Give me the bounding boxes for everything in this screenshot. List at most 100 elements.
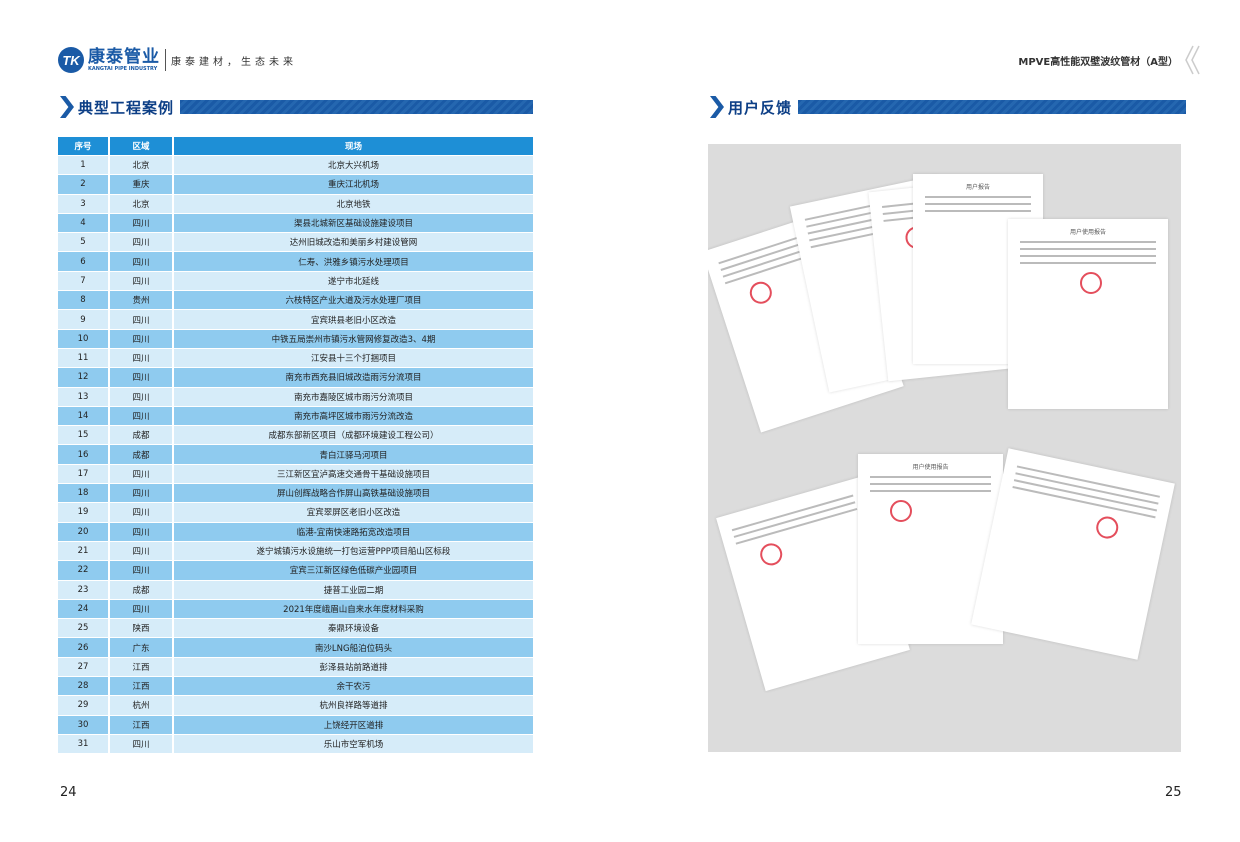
row-region: 江西 xyxy=(110,715,172,734)
divider xyxy=(165,49,166,71)
letter-title: 用户使用报告 xyxy=(1069,229,1106,236)
table-row: 27 江西 彭泽县站前路道排 xyxy=(58,657,533,677)
row-number: 12 xyxy=(58,368,108,387)
row-region: 北京 xyxy=(110,194,172,213)
chevron-right-icon xyxy=(60,96,74,118)
row-number: 11 xyxy=(58,348,108,368)
row-number: 24 xyxy=(58,599,108,619)
row-site: 江安县十三个打捆项目 xyxy=(174,348,533,368)
row-site: 屏山创辉战略合作屏山高铁基础设施项目 xyxy=(174,484,533,503)
row-region: 重庆 xyxy=(110,175,172,194)
row-site: 宜宾翠屏区老旧小区改造 xyxy=(174,503,533,522)
row-region: 杭州 xyxy=(110,696,172,715)
row-region: 四川 xyxy=(110,484,172,503)
row-number: 25 xyxy=(58,619,108,638)
table-row: 21 四川 遂宁城镇污水设施统一打包运营PPP项目船山区标段 xyxy=(58,541,533,561)
feedback-letter: 用户使用报告 xyxy=(1008,219,1168,409)
page-number: 25 xyxy=(1165,785,1182,800)
row-region: 成都 xyxy=(110,426,172,445)
row-site: 南充市西充县旧城改造雨污分流项目 xyxy=(174,368,533,387)
row-number: 27 xyxy=(58,657,108,677)
row-region: 成都 xyxy=(110,580,172,599)
row-region: 四川 xyxy=(110,213,172,233)
section-header-cases: 典型工程案例 xyxy=(60,95,534,119)
feedback-letter xyxy=(971,448,1175,660)
row-region: 四川 xyxy=(110,233,172,252)
table-row: 17 四川 三江新区宜泸高速交通骨干基础设施项目 xyxy=(58,464,533,484)
row-region: 四川 xyxy=(110,541,172,561)
row-site: 六枝特区产业大道及污水处理厂项目 xyxy=(174,291,533,310)
row-region: 四川 xyxy=(110,310,172,329)
table-row: 25 陕西 秦鼎环境设备 xyxy=(58,619,533,638)
table-row: 23 成都 捷普工业园二期 xyxy=(58,580,533,599)
row-region: 四川 xyxy=(110,387,172,406)
row-region: 陕西 xyxy=(110,619,172,638)
row-region: 四川 xyxy=(110,329,172,348)
table-row: 8 贵州 六枝特区产业大道及污水处理厂项目 xyxy=(58,291,533,310)
brand-logo: TK 康泰管业 KANGTAI PIPE INDUSTRY 康泰建材，生态未来 xyxy=(58,47,297,73)
row-site: 成都东部新区项目（成都环境建设工程公司） xyxy=(174,426,533,445)
column-header: 序号 xyxy=(58,137,108,155)
table-row: 1 北京 北京大兴机场 xyxy=(58,156,533,175)
section-bar xyxy=(180,100,534,114)
row-number: 26 xyxy=(58,638,108,657)
table-row: 3 北京 北京地铁 xyxy=(58,194,533,213)
row-number: 31 xyxy=(58,734,108,754)
table-row: 31 四川 乐山市空军机场 xyxy=(58,734,533,754)
chevron-right-icon xyxy=(710,96,724,118)
row-site: 南充市高坪区城市雨污分流改造 xyxy=(174,406,533,426)
logo-name: 康泰管业 xyxy=(88,46,160,67)
section-bar xyxy=(798,100,1187,114)
row-site: 杭州良祥路等道排 xyxy=(174,696,533,715)
row-number: 19 xyxy=(58,503,108,522)
table-row: 19 四川 宜宾翠屏区老旧小区改造 xyxy=(58,503,533,522)
table-row: 24 四川 2021年度峨眉山自来水年度材料采购 xyxy=(58,599,533,619)
row-site: 秦鼎环境设备 xyxy=(174,619,533,638)
row-region: 四川 xyxy=(110,368,172,387)
row-number: 30 xyxy=(58,715,108,734)
row-site: 渠县北城新区基础设施建设项目 xyxy=(174,213,533,233)
row-site: 青白江驿马河项目 xyxy=(174,445,533,464)
chevron-decoration-icon xyxy=(1185,45,1200,75)
row-site: 乐山市空军机场 xyxy=(174,734,533,754)
row-number: 23 xyxy=(58,580,108,599)
table-row: 5 四川 达州旧城改造和美丽乡村建设管网 xyxy=(58,233,533,252)
row-number: 7 xyxy=(58,271,108,291)
row-number: 28 xyxy=(58,677,108,696)
table-row: 29 杭州 杭州良祥路等道排 xyxy=(58,696,533,715)
row-site: 重庆江北机场 xyxy=(174,175,533,194)
table-row: 4 四川 渠县北城新区基础设施建设项目 xyxy=(58,213,533,233)
row-region: 四川 xyxy=(110,271,172,291)
table-row: 9 四川 宜宾珙县老旧小区改造 xyxy=(58,310,533,329)
slogan: 康泰建材，生态未来 xyxy=(171,56,297,68)
project-cases-table: 序号 区域 现场 1 北京 北京大兴机场 2 重庆 重庆江北机场 3 北京 北京地铁 4 四川 渠县北… xyxy=(56,136,535,754)
table-row: 14 四川 南充市高坪区城市雨污分流改造 xyxy=(58,406,533,426)
table-row: 2 重庆 重庆江北机场 xyxy=(58,175,533,194)
row-number: 20 xyxy=(58,522,108,541)
row-region: 成都 xyxy=(110,445,172,464)
table-row: 30 江西 上饶经开区道排 xyxy=(58,715,533,734)
row-site: 北京地铁 xyxy=(174,194,533,213)
row-region: 四川 xyxy=(110,599,172,619)
table-row: 6 四川 仁寿、洪雅乡镇污水处理项目 xyxy=(58,252,533,271)
row-site: 临港-宜南快速路拓宽改造项目 xyxy=(174,522,533,541)
row-region: 四川 xyxy=(110,561,172,580)
row-site: 达州旧城改造和美丽乡村建设管网 xyxy=(174,233,533,252)
row-site: 遂宁市北延线 xyxy=(174,271,533,291)
row-site: 宜宾三江新区绿色低碳产业园项目 xyxy=(174,561,533,580)
row-number: 4 xyxy=(58,213,108,233)
row-number: 9 xyxy=(58,310,108,329)
row-region: 四川 xyxy=(110,252,172,271)
row-number: 17 xyxy=(58,464,108,484)
row-number: 18 xyxy=(58,484,108,503)
letter-title: 用户报告 xyxy=(965,184,990,191)
row-region: 北京 xyxy=(110,156,172,175)
row-number: 15 xyxy=(58,426,108,445)
row-site: 南沙LNG船泊位码头 xyxy=(174,638,533,657)
table-row: 13 四川 南充市嘉陵区城市雨污分流项目 xyxy=(58,387,533,406)
table-row: 11 四川 江安县十三个打捆项目 xyxy=(58,348,533,368)
row-region: 四川 xyxy=(110,464,172,484)
table-row: 18 四川 屏山创辉战略合作屏山高铁基础设施项目 xyxy=(58,484,533,503)
row-number: 10 xyxy=(58,329,108,348)
row-number: 5 xyxy=(58,233,108,252)
